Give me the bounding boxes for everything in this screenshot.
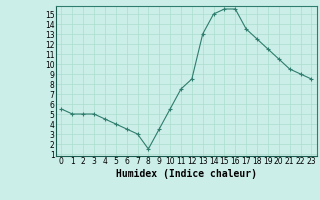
X-axis label: Humidex (Indice chaleur): Humidex (Indice chaleur) [116,169,257,179]
